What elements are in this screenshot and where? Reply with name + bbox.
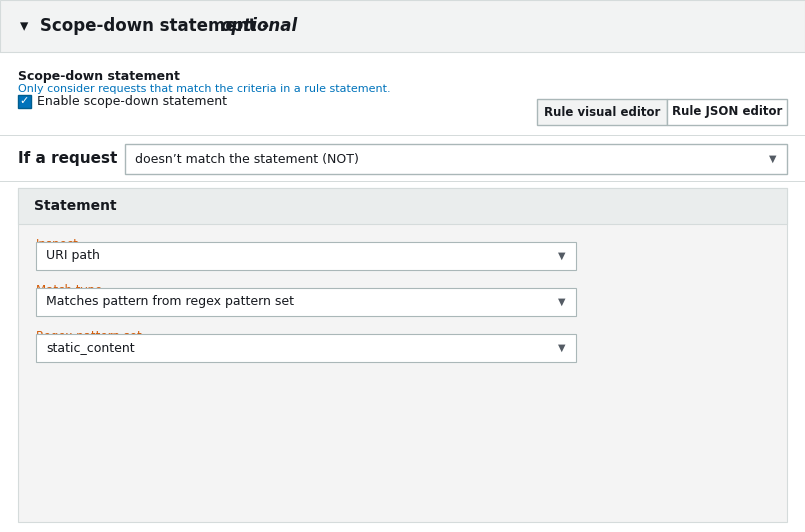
Bar bbox=[0, 135, 805, 136]
Bar bbox=[0, 0, 805, 52]
Bar bbox=[0, 181, 805, 182]
Text: ✓: ✓ bbox=[20, 96, 29, 106]
Bar bbox=[36, 242, 576, 270]
Text: Rule JSON editor: Rule JSON editor bbox=[672, 105, 782, 119]
Text: ▼: ▼ bbox=[558, 297, 566, 307]
Text: static_content: static_content bbox=[46, 342, 134, 354]
Bar bbox=[18, 95, 31, 107]
Text: URI path: URI path bbox=[46, 250, 100, 262]
Text: Match type: Match type bbox=[36, 284, 102, 297]
Text: Only consider requests that match the criteria in a rule statement.: Only consider requests that match the cr… bbox=[18, 84, 390, 94]
Text: ▼: ▼ bbox=[770, 154, 777, 164]
Text: Regex pattern set: Regex pattern set bbox=[36, 330, 142, 343]
Bar bbox=[667, 99, 787, 125]
Text: Matches pattern from regex pattern set: Matches pattern from regex pattern set bbox=[46, 295, 294, 309]
Text: If a request: If a request bbox=[18, 152, 118, 167]
Text: Inspect: Inspect bbox=[36, 238, 79, 251]
Text: Rule visual editor: Rule visual editor bbox=[544, 105, 660, 119]
Text: doesn’t match the statement (NOT): doesn’t match the statement (NOT) bbox=[135, 153, 359, 165]
Text: ▼: ▼ bbox=[558, 343, 566, 353]
Text: Statement: Statement bbox=[34, 199, 117, 213]
Bar bbox=[18, 188, 787, 522]
Bar bbox=[18, 188, 787, 224]
Text: Scope-down statement: Scope-down statement bbox=[18, 70, 180, 83]
Bar bbox=[125, 144, 787, 174]
Bar bbox=[36, 288, 576, 316]
Bar bbox=[537, 99, 667, 125]
Bar bbox=[0, 52, 805, 53]
Text: ▾  Scope-down statement -: ▾ Scope-down statement - bbox=[20, 17, 275, 35]
Text: Enable scope-down statement: Enable scope-down statement bbox=[37, 95, 227, 107]
Bar bbox=[36, 334, 576, 362]
Text: optional: optional bbox=[220, 17, 297, 35]
Text: ▼: ▼ bbox=[558, 251, 566, 261]
